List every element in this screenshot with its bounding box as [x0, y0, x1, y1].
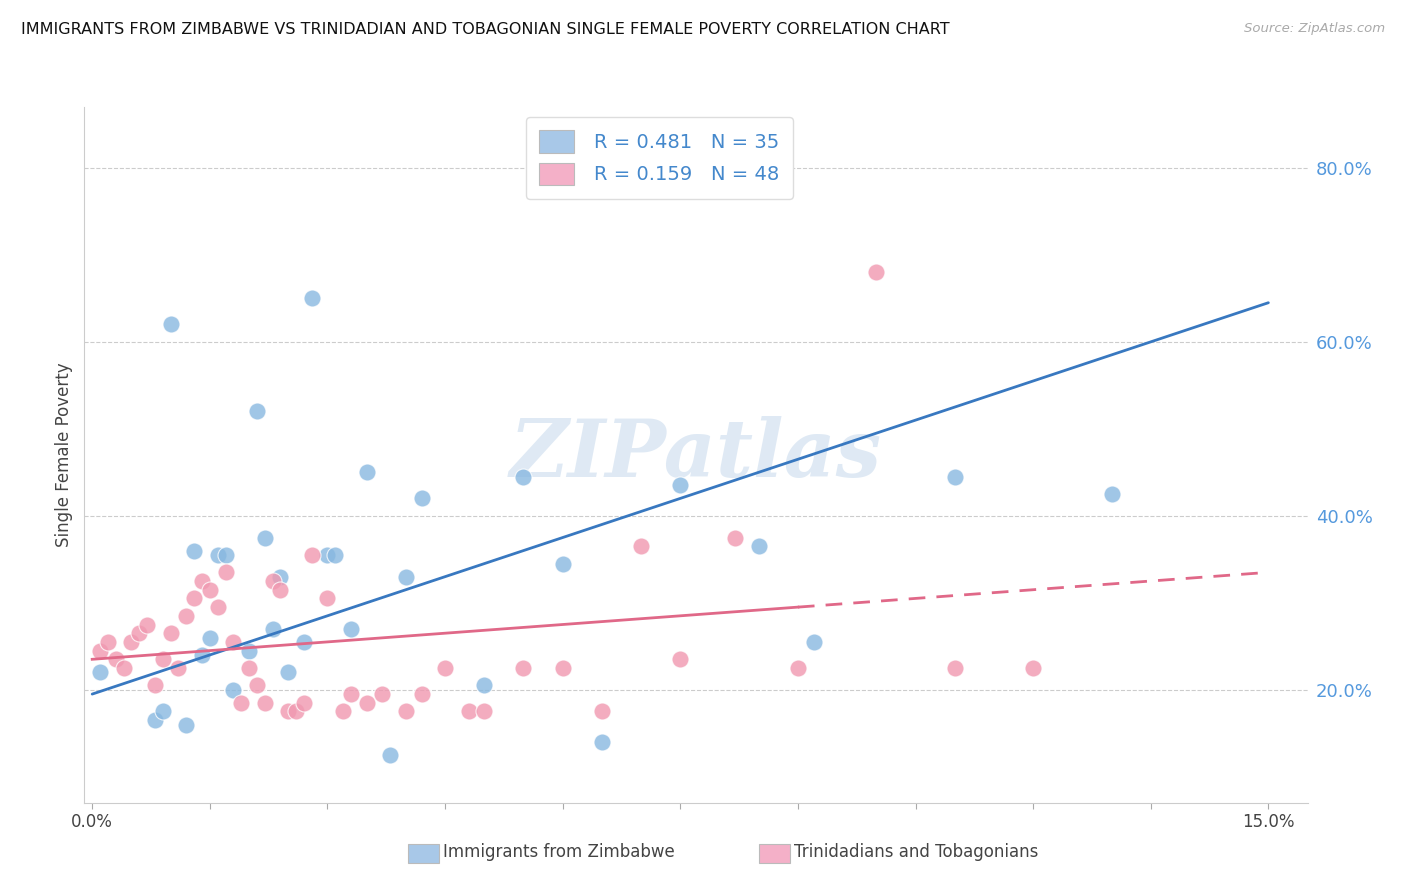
Point — [120, 635, 142, 649]
Point — [136, 617, 159, 632]
Point — [434, 661, 457, 675]
Point — [269, 582, 291, 597]
Point — [395, 570, 418, 584]
Point — [277, 665, 299, 680]
Point — [128, 626, 150, 640]
Point — [285, 705, 308, 719]
Point — [411, 491, 433, 506]
Point — [238, 661, 260, 675]
Point — [89, 665, 111, 680]
Point — [457, 705, 479, 719]
Point — [262, 574, 284, 588]
Point — [159, 626, 181, 640]
Point — [395, 705, 418, 719]
Point — [152, 652, 174, 666]
Point — [591, 705, 613, 719]
Point — [380, 747, 402, 762]
Point — [238, 643, 260, 657]
Point — [512, 661, 534, 675]
Point — [411, 687, 433, 701]
Point — [332, 705, 354, 719]
Point — [104, 652, 127, 666]
Point — [143, 713, 166, 727]
Point — [724, 531, 747, 545]
Y-axis label: Single Female Poverty: Single Female Poverty — [55, 363, 73, 547]
Point — [301, 548, 323, 562]
Point — [551, 557, 574, 571]
Point — [262, 622, 284, 636]
Point — [277, 705, 299, 719]
Point — [231, 696, 253, 710]
Point — [176, 608, 198, 623]
Point — [292, 696, 315, 710]
Point — [356, 696, 378, 710]
Point — [159, 318, 181, 332]
Point — [340, 622, 363, 636]
Point — [198, 582, 221, 597]
Text: ZIPatlas: ZIPatlas — [510, 417, 882, 493]
Point — [183, 591, 205, 606]
Point — [214, 548, 236, 562]
Point — [246, 404, 269, 418]
Point — [472, 678, 495, 692]
Point — [253, 696, 276, 710]
Point — [356, 466, 378, 480]
Point — [89, 643, 111, 657]
Point — [787, 661, 810, 675]
Point — [198, 631, 221, 645]
Point — [292, 635, 315, 649]
Point — [183, 543, 205, 558]
Point — [472, 705, 495, 719]
Point — [591, 735, 613, 749]
Point — [748, 539, 770, 553]
Point — [191, 648, 214, 662]
Point — [371, 687, 394, 701]
Point — [669, 652, 692, 666]
Text: IMMIGRANTS FROM ZIMBABWE VS TRINIDADIAN AND TOBAGONIAN SINGLE FEMALE POVERTY COR: IMMIGRANTS FROM ZIMBABWE VS TRINIDADIAN … — [21, 22, 949, 37]
Point — [191, 574, 214, 588]
Point — [207, 600, 229, 615]
Point — [97, 635, 120, 649]
Text: Trinidadians and Tobagonians: Trinidadians and Tobagonians — [794, 843, 1039, 861]
Legend: R = 0.481   N = 35, R = 0.159   N = 48: R = 0.481 N = 35, R = 0.159 N = 48 — [526, 117, 793, 199]
Text: 0.0%: 0.0% — [72, 814, 112, 831]
Point — [253, 531, 276, 545]
Point — [340, 687, 363, 701]
Text: 15.0%: 15.0% — [1241, 814, 1295, 831]
Point — [316, 548, 339, 562]
Text: Source: ZipAtlas.com: Source: ZipAtlas.com — [1244, 22, 1385, 36]
Point — [630, 539, 652, 553]
Point — [214, 566, 236, 580]
Point — [152, 705, 174, 719]
Point — [167, 661, 190, 675]
Point — [323, 548, 346, 562]
Point — [943, 661, 966, 675]
Point — [301, 291, 323, 305]
Point — [176, 717, 198, 731]
Point — [246, 678, 269, 692]
Point — [269, 570, 291, 584]
Point — [316, 591, 339, 606]
Point — [1101, 487, 1123, 501]
Point — [551, 661, 574, 675]
Point — [112, 661, 135, 675]
Point — [669, 478, 692, 492]
Point — [803, 635, 825, 649]
Point — [222, 682, 245, 697]
Point — [865, 265, 887, 279]
Text: Immigrants from Zimbabwe: Immigrants from Zimbabwe — [443, 843, 675, 861]
Point — [143, 678, 166, 692]
Point — [222, 635, 245, 649]
Point — [1022, 661, 1045, 675]
Point — [943, 469, 966, 483]
Point — [207, 548, 229, 562]
Point — [512, 469, 534, 483]
